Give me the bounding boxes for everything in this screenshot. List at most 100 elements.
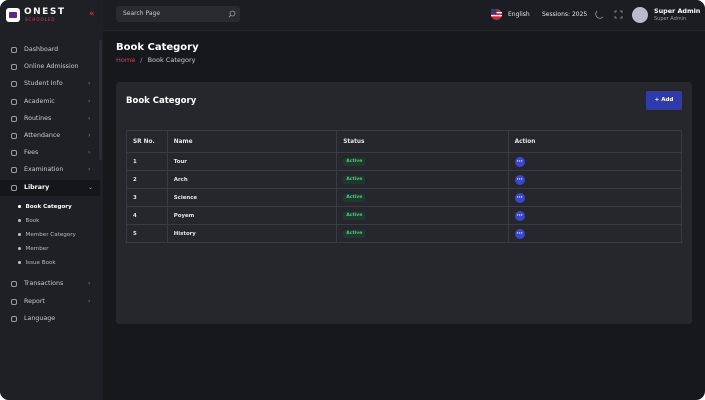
action-cell: ⋯ bbox=[507, 152, 683, 171]
add-button[interactable]: + Add bbox=[646, 91, 682, 110]
brand-tagline: SCHOOLED bbox=[25, 17, 56, 22]
action-button[interactable]: ⋯ bbox=[514, 228, 525, 239]
status-cell: Active bbox=[336, 224, 509, 243]
nav-item[interactable]: Dashboard bbox=[0, 42, 100, 58]
logo bbox=[6, 8, 20, 22]
breadcrumb: Home / Book Category bbox=[116, 56, 196, 64]
nav-item[interactable]: Routines › bbox=[0, 111, 100, 127]
sr-no: 3 bbox=[126, 188, 168, 207]
breadcrumb-separator: / bbox=[140, 56, 143, 64]
nav-label: Fees bbox=[24, 149, 39, 157]
action-button[interactable]: ⋯ bbox=[514, 174, 525, 185]
search-box[interactable]: Search Page bbox=[116, 6, 240, 22]
chevron: › bbox=[88, 132, 91, 139]
table: SR No. Name Status Action 1 Tour Active ⋯ 2 Arch… bbox=[126, 130, 683, 243]
brand-name: ONEST bbox=[24, 7, 66, 17]
nav-label: Dashboard bbox=[24, 46, 59, 53]
nav-icon bbox=[11, 167, 17, 174]
page-title: Book Category bbox=[116, 42, 199, 53]
nav-icon bbox=[11, 98, 17, 105]
nav-label: Routines bbox=[24, 114, 52, 122]
status-badge: Active bbox=[343, 157, 366, 166]
sr-no: 5 bbox=[126, 224, 168, 243]
name: History bbox=[166, 224, 338, 243]
avatar[interactable] bbox=[632, 7, 648, 23]
sub-nav-label: Book bbox=[25, 217, 40, 224]
chevron: › bbox=[88, 166, 91, 174]
nav-label: Transactions bbox=[24, 280, 64, 288]
nav-icon bbox=[11, 133, 17, 139]
table-row: 5 History Active ⋯ bbox=[126, 224, 683, 243]
table-body: 1 Tour Active ⋯ 2 Arch Active ⋯ 3 Science Active ⋯ 4… bbox=[126, 152, 683, 243]
name: Science bbox=[166, 188, 338, 207]
flag-icon bbox=[491, 9, 502, 20]
nav-label: Student Info bbox=[24, 80, 63, 88]
nav-item[interactable]: Attendance › bbox=[0, 128, 100, 144]
bullet bbox=[18, 205, 21, 208]
name: Arch bbox=[166, 170, 338, 189]
nav-icon bbox=[11, 150, 17, 157]
sub-nav-label: Issue Book bbox=[25, 260, 56, 267]
action-cell: ⋯ bbox=[507, 206, 683, 225]
user-name[interactable]: Super Admin bbox=[654, 7, 701, 15]
language[interactable]: English bbox=[508, 11, 530, 18]
nav-label: Academic bbox=[24, 97, 55, 105]
chevron: ⌄ bbox=[88, 183, 94, 191]
nav-item[interactable]: Student Info › bbox=[0, 76, 100, 92]
status-badge: Active bbox=[343, 211, 366, 220]
nav-item[interactable]: Transactions › bbox=[0, 276, 100, 292]
sub-nav-item[interactable]: Book Category bbox=[18, 202, 72, 212]
nav-label: Online Admission bbox=[24, 63, 79, 71]
nav-item[interactable]: Report › bbox=[0, 294, 100, 310]
topbar: Search Page English Sessions: 2025 Super… bbox=[103, 0, 705, 31]
action-button[interactable]: ⋯ bbox=[514, 192, 525, 203]
sub-nav-item[interactable]: Book bbox=[18, 216, 39, 226]
nav-icon bbox=[11, 47, 17, 53]
bullet bbox=[18, 247, 21, 250]
nav-label: Attendance bbox=[24, 132, 61, 139]
fullscreen-icon[interactable] bbox=[614, 10, 623, 19]
scrollbar bbox=[99, 40, 102, 160]
nav-label: Report bbox=[24, 297, 45, 305]
chevron: › bbox=[88, 80, 91, 88]
sub-nav-item[interactable]: Issue Book bbox=[18, 258, 56, 268]
session[interactable]: Sessions: 2025 bbox=[542, 11, 588, 18]
sidebar: ONEST SCHOOLED « Dashboard Online Admissi… bbox=[0, 0, 103, 400]
breadcrumb-current: Book Category bbox=[147, 56, 196, 64]
column-header: Status bbox=[336, 130, 509, 153]
nav-icon bbox=[11, 298, 17, 305]
collapse-button[interactable]: « bbox=[89, 9, 95, 19]
sr-no: 1 bbox=[126, 152, 168, 171]
nav-item[interactable]: Fees › bbox=[0, 145, 100, 161]
sub-nav-label: Member bbox=[25, 246, 49, 253]
action-button[interactable]: ⋯ bbox=[514, 156, 525, 167]
action-button[interactable]: ⋯ bbox=[514, 210, 525, 221]
bullet bbox=[18, 261, 21, 264]
breadcrumb-home[interactable]: Home bbox=[116, 56, 136, 64]
bullet bbox=[18, 219, 21, 222]
nav-icon bbox=[11, 64, 17, 71]
status-cell: Active bbox=[336, 188, 509, 207]
nav-icon bbox=[11, 315, 17, 322]
nav-icon bbox=[11, 281, 17, 288]
card-title: Book Category bbox=[126, 96, 197, 106]
sub-nav-item[interactable]: Member Category bbox=[18, 230, 76, 240]
sub-nav-item[interactable]: Member bbox=[18, 244, 49, 254]
chevron: › bbox=[88, 97, 91, 105]
status-cell: Active bbox=[336, 152, 509, 171]
nav-item[interactable]: Online Admission bbox=[0, 59, 100, 75]
table-row: 2 Arch Active ⋯ bbox=[126, 170, 683, 189]
nav-item[interactable]: Examination › bbox=[0, 162, 100, 178]
nav-item[interactable]: Language bbox=[0, 311, 100, 326]
table-header: SR No. Name Status Action bbox=[126, 130, 683, 153]
nav-item[interactable]: Library ⌄ bbox=[0, 179, 100, 196]
search-placeholder: Search Page bbox=[123, 10, 161, 17]
nav-label: Library bbox=[24, 183, 50, 191]
nav-item[interactable]: Academic › bbox=[0, 94, 100, 110]
status-badge: Active bbox=[343, 229, 366, 238]
action-cell: ⋯ bbox=[507, 224, 683, 243]
status-cell: Active bbox=[336, 170, 509, 189]
theme-icon[interactable] bbox=[594, 10, 604, 20]
status-badge: Active bbox=[343, 175, 366, 184]
